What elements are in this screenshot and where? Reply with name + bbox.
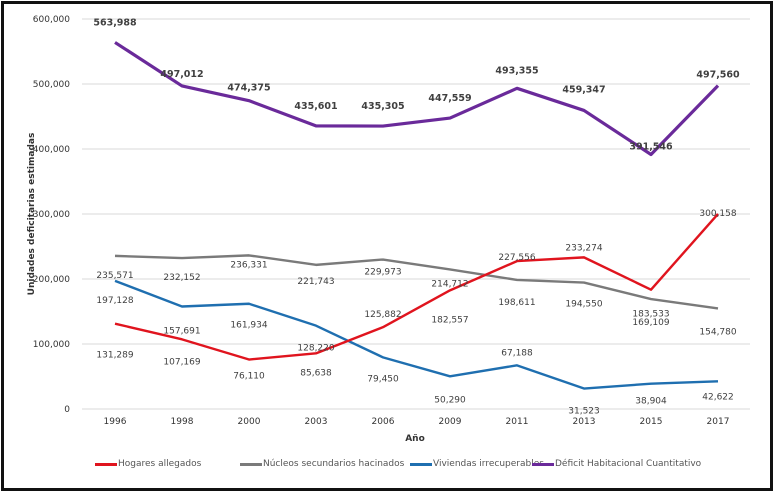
data-label-hogares-allegados: 125,882	[364, 310, 401, 320]
series-line-hogares-allegados	[114, 213, 719, 361]
data-label-nucleos-secundarios: 236,331	[230, 260, 267, 270]
data-label-nucleos-secundarios: 169,109	[632, 318, 669, 328]
data-label-nucleos-secundarios: 232,152	[163, 273, 200, 283]
series-lines	[114, 41, 720, 390]
legend: Hogares allegados Núcleos secundarios hac…	[0, 459, 780, 475]
data-label-nucleos-secundarios: 229,973	[364, 268, 401, 278]
y-tick-label: 600,000	[33, 15, 70, 25]
x-tick-label: 2006	[372, 417, 395, 427]
data-label-viviendas-irrecuperables: 197,128	[96, 296, 133, 306]
data-label-viviendas-irrecuperables: 161,934	[230, 321, 267, 331]
y-tick-label: 400,000	[33, 145, 70, 155]
series-line-nucleos-secundarios	[114, 254, 719, 310]
y-tick-label: 200,000	[33, 275, 70, 285]
data-label-deficit-cuantitativo: 563,988	[93, 17, 137, 28]
legend-label: Déficit Habitacional Cuantitativo	[555, 459, 702, 469]
data-label-nucleos-secundarios: 214,712	[431, 279, 468, 289]
data-label-hogares-allegados: 233,274	[565, 243, 602, 253]
data-label-deficit-cuantitativo: 447,559	[428, 93, 471, 104]
data-label-deficit-cuantitativo: 435,305	[361, 101, 404, 112]
data-label-hogares-allegados: 182,557	[431, 315, 468, 325]
legend-item-hogares-allegados: Hogares allegados	[95, 459, 201, 469]
data-label-nucleos-secundarios: 235,571	[96, 271, 133, 281]
data-label-viviendas-irrecuperables: 38,904	[635, 397, 667, 407]
data-label-hogares-allegados: 227,556	[498, 253, 535, 263]
series-line-deficit-cuantitativo	[114, 41, 720, 157]
data-label-viviendas-irrecuperables: 42,622	[702, 392, 734, 402]
legend-item-viviendas-irrecuperables: Viviendas irrecuperables	[410, 459, 544, 469]
data-label-nucleos-secundarios: 194,550	[565, 300, 602, 310]
data-label-deficit-cuantitativo: 474,375	[227, 83, 270, 94]
series-line-viviendas-irrecuperables	[114, 279, 719, 390]
x-tick-label: 1996	[104, 417, 127, 427]
data-label-deficit-cuantitativo: 435,601	[294, 101, 337, 112]
x-axis-title: Año	[405, 434, 425, 444]
data-label-nucleos-secundarios: 154,780	[699, 327, 736, 337]
legend-label: Hogares allegados	[118, 459, 202, 469]
x-axis-ticks: 1996 1998 2000 2003 2006 2009 2011 2013 2015 2017	[104, 417, 730, 427]
legend-swatch	[532, 462, 554, 466]
data-label-hogares-allegados: 131,289	[96, 351, 133, 361]
data-label-deficit-cuantitativo: 459,347	[562, 84, 605, 95]
data-label-deficit-cuantitativo: 391,546	[629, 141, 673, 152]
data-label-deficit-cuantitativo: 497,560	[696, 70, 740, 81]
legend-item-nucleos-secundarios: Núcleos secundarios hacinados	[240, 459, 404, 469]
legend-swatch	[410, 462, 432, 466]
data-label-hogares-allegados: 107,169	[163, 357, 200, 367]
x-tick-label: 2017	[707, 417, 730, 427]
data-label-viviendas-irrecuperables: 31,523	[568, 407, 600, 417]
legend-swatch	[95, 462, 117, 466]
x-tick-label: 2000	[238, 417, 261, 427]
x-tick-label: 2011	[506, 417, 529, 427]
data-label-viviendas-irrecuperables: 157,691	[163, 327, 200, 337]
data-label-deficit-cuantitativo: 493,355	[495, 65, 538, 76]
legend-item-deficit-cuantitativo: Déficit Habitacional Cuantitativo	[532, 459, 701, 469]
y-tick-label: 0	[64, 405, 70, 415]
y-tick-label: 300,000	[33, 210, 70, 220]
x-tick-label: 2009	[439, 417, 462, 427]
x-tick-label: 2013	[573, 417, 596, 427]
data-label-hogares-allegados: 183,533	[632, 310, 669, 320]
data-label-nucleos-secundarios: 198,611	[498, 298, 535, 308]
data-label-nucleos-secundarios: 221,743	[297, 277, 334, 287]
legend-label: Núcleos secundarios hacinados	[263, 459, 405, 469]
data-label-hogares-allegados: 85,638	[300, 368, 332, 378]
data-label-deficit-cuantitativo: 497,012	[160, 69, 203, 80]
data-label-hogares-allegados: 76,110	[233, 372, 265, 382]
data-label-viviendas-irrecuperables: 128,220	[297, 344, 334, 354]
legend-swatch	[240, 462, 262, 466]
y-tick-label: 500,000	[33, 80, 70, 90]
data-labels: 131,289 107,169 76,110 85,638 125,882 182,557…	[93, 17, 740, 416]
y-axis-title: Unidades deficitarias estimadas	[27, 133, 37, 296]
data-label-hogares-allegados: 300,158	[699, 209, 736, 219]
data-label-viviendas-irrecuperables: 67,188	[501, 348, 533, 358]
x-tick-label: 1998	[171, 417, 194, 427]
data-label-viviendas-irrecuperables: 50,290	[434, 395, 466, 405]
legend-label: Viviendas irrecuperables	[433, 459, 544, 469]
y-axis-ticks: 0 100,000 200,000 300,000 400,000 500,000 600,…	[33, 15, 70, 415]
x-tick-label: 2003	[305, 417, 328, 427]
y-tick-label: 100,000	[33, 340, 70, 350]
data-label-viviendas-irrecuperables: 79,450	[367, 374, 399, 384]
x-tick-label: 2015	[640, 417, 663, 427]
